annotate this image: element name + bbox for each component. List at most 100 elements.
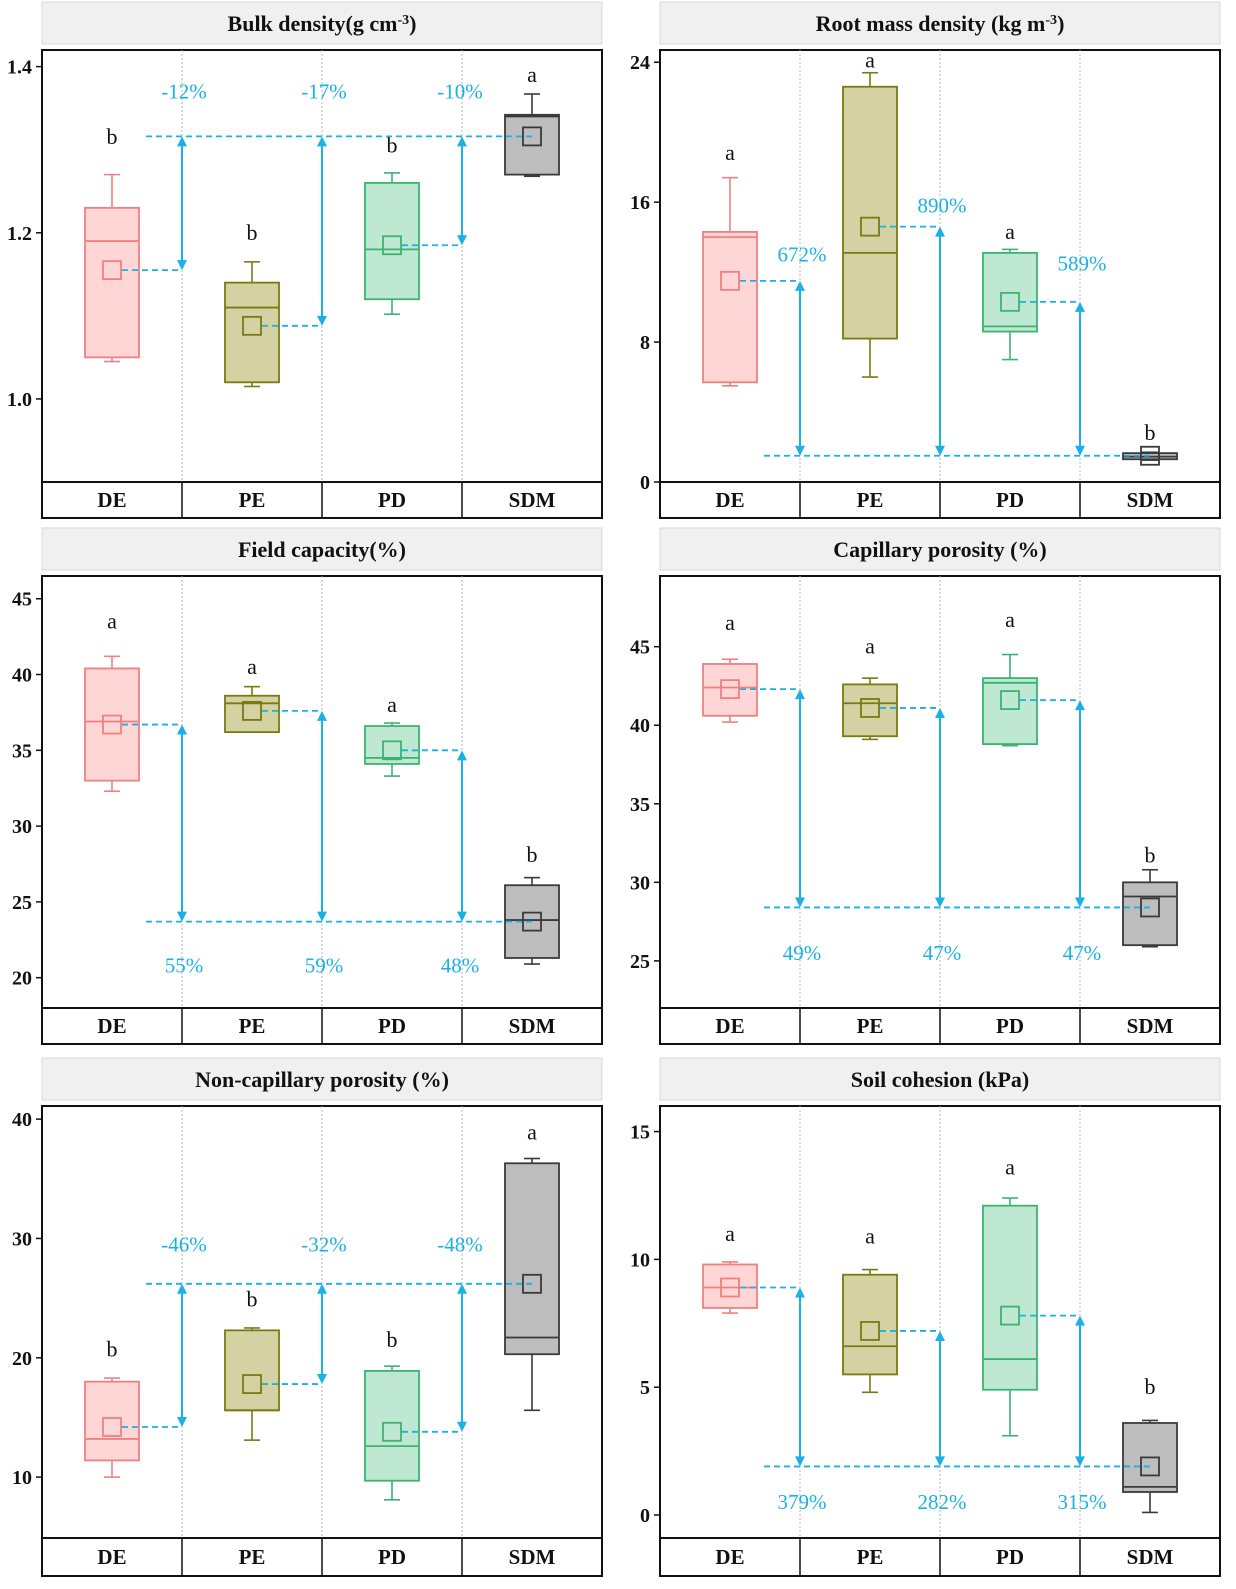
mean-marker (1000, 1305, 1020, 1326)
mean-marker (1140, 897, 1160, 918)
arrow-head-down (317, 911, 327, 922)
category-label: DE (97, 1545, 126, 1569)
box-PD: b (364, 1327, 420, 1501)
comparison-annotations: -46% -32% -48% (122, 1232, 532, 1433)
panel-title: Root mass density (kg m-3) (816, 11, 1065, 36)
mean-marker (242, 701, 262, 721)
category-label: PE (857, 1545, 884, 1569)
arrow-head-down (1075, 1456, 1085, 1467)
percent-change-label: -46% (161, 1232, 207, 1256)
y-tick-label: 1.4 (7, 57, 32, 79)
category-label: SDM (1127, 488, 1174, 512)
significance-letter: a (865, 634, 875, 659)
panel-title-strip (41, 527, 603, 571)
box-body (982, 1204, 1038, 1391)
mean-marker (382, 740, 402, 761)
percent-change-label: -32% (301, 1232, 347, 1256)
y-tick-label: 40 (630, 715, 650, 737)
box-PE: a (842, 47, 898, 378)
arrow-head-up (935, 226, 945, 237)
y-tick-label: 35 (12, 740, 32, 762)
y-tick-label: 35 (630, 794, 650, 816)
arrow-head-down (457, 1421, 467, 1432)
chart-panel-5: Non-capillary porosity (%) 10 20 30 40 DE PE PD… (12, 1057, 603, 1577)
percent-change-label: 47% (923, 941, 962, 965)
percent-change-label: 59% (305, 954, 344, 978)
mean-marker (102, 260, 122, 281)
category-label: PE (239, 1545, 266, 1569)
box-DE: a (84, 608, 140, 793)
percent-change-label: 47% (1063, 941, 1102, 965)
significance-letter: a (1005, 1154, 1015, 1179)
box-body (364, 1370, 420, 1482)
panel-title-strip (41, 1057, 603, 1101)
significance-letter: a (1005, 607, 1015, 632)
box-body (84, 667, 140, 782)
y-tick-label: 40 (12, 665, 32, 687)
arrow-head-down (795, 445, 805, 456)
category-label: SDM (1127, 1545, 1174, 1569)
arrow-head-up (935, 707, 945, 718)
percent-change-label: 282% (918, 1490, 967, 1514)
category-label: SDM (509, 1545, 556, 1569)
significance-letter: b (527, 842, 538, 867)
panel-title-strip (659, 1057, 1221, 1101)
significance-letter: b (1145, 1374, 1156, 1399)
category-label: PD (378, 488, 406, 512)
box-DE: a (702, 610, 758, 723)
arrow-head-up (457, 750, 467, 761)
comparison-annotations: 49% 47% 47% (740, 688, 1150, 965)
arrow-head-down (1075, 897, 1085, 908)
box-body (842, 85, 898, 340)
y-tick-label: 45 (12, 589, 32, 611)
arrow-head-down (935, 1456, 945, 1467)
percent-change-label: 49% (783, 941, 822, 965)
significance-letter: b (107, 124, 118, 149)
box-body (842, 683, 898, 738)
mean-marker (522, 911, 542, 932)
arrow-head-up (177, 136, 187, 147)
y-tick-label: 24 (630, 52, 650, 74)
panel-title: Field capacity(%) (238, 537, 406, 562)
category-label: SDM (509, 488, 556, 512)
arrow-head-up (457, 1283, 467, 1294)
box-body (224, 1329, 280, 1412)
box-SDM: a (504, 62, 560, 178)
y-tick-label: 1.2 (7, 223, 32, 245)
box-PE: a (842, 1223, 898, 1394)
category-label: DE (715, 488, 744, 512)
significance-letter: a (725, 610, 735, 635)
arrow-head-up (317, 710, 327, 721)
mean-marker (720, 1277, 740, 1298)
box-PE: b (224, 220, 280, 388)
y-tick-label: 15 (630, 1122, 650, 1144)
panel-title-strip (659, 527, 1221, 571)
y-tick-label: 20 (12, 1348, 32, 1370)
box-PD: a (982, 1154, 1038, 1437)
arrow-head-up (935, 1330, 945, 1341)
category-label: DE (715, 1545, 744, 1569)
arrow-head-down (1075, 445, 1085, 456)
box-SDM: a (504, 1119, 560, 1412)
significance-letter: a (107, 608, 117, 633)
category-label: PD (378, 1545, 406, 1569)
arrow-head-down (935, 897, 945, 908)
category-label: PD (378, 1014, 406, 1038)
percent-change-label: -17% (301, 80, 347, 104)
box-body (842, 1273, 898, 1376)
y-tick-label: 30 (12, 1228, 32, 1250)
arrow-head-up (317, 136, 327, 147)
chart-panel-3: Field capacity(%) 20 25 30 35 40 45 DE PE PD SDM a a… (12, 527, 603, 1045)
arrow-head-down (177, 911, 187, 922)
mean-marker (1140, 445, 1160, 466)
mean-marker (522, 126, 542, 147)
mean-marker (522, 1273, 542, 1294)
arrow-head-up (457, 136, 467, 147)
arrow-head-up (1075, 301, 1085, 312)
box-body (224, 281, 280, 384)
category-label: DE (97, 488, 126, 512)
significance-letter: a (1005, 219, 1015, 244)
y-tick-label: 30 (630, 872, 650, 894)
